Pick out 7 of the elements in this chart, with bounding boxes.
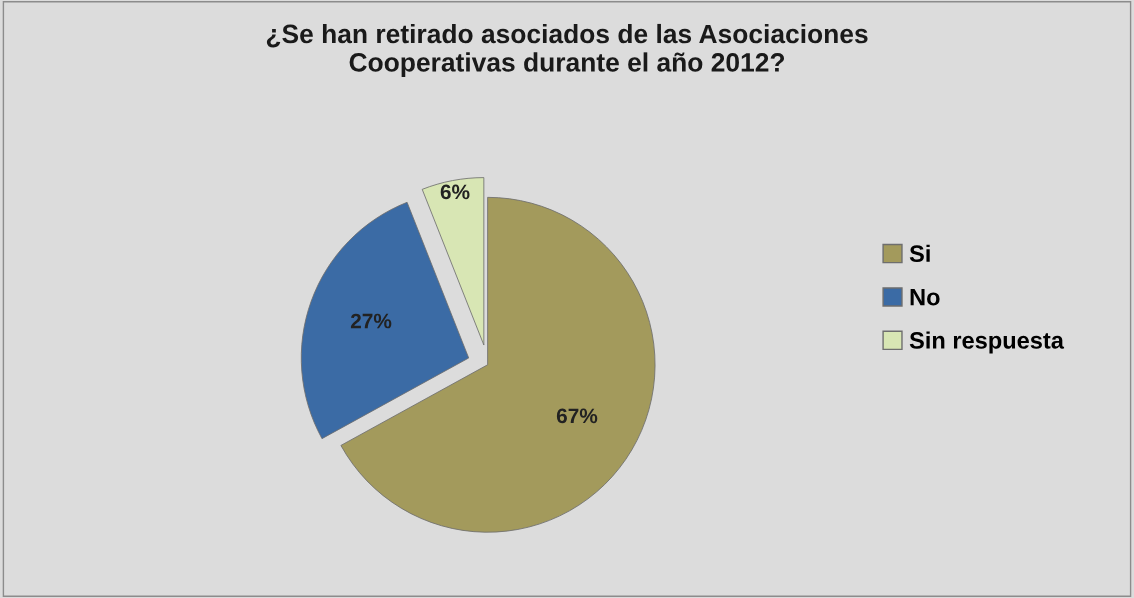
legend-label: Si (909, 244, 930, 263)
data-label: 6% (440, 184, 470, 200)
legend-label: Sin respuesta (909, 331, 1065, 354)
chart-title: ¿Se han retirado asociados de las Asociaciones Cooperativas durante el año 2012? (266, 23, 868, 77)
data-label: 67% (556, 408, 598, 424)
data-label: 27% (350, 313, 392, 329)
legend-label: No (910, 288, 940, 306)
